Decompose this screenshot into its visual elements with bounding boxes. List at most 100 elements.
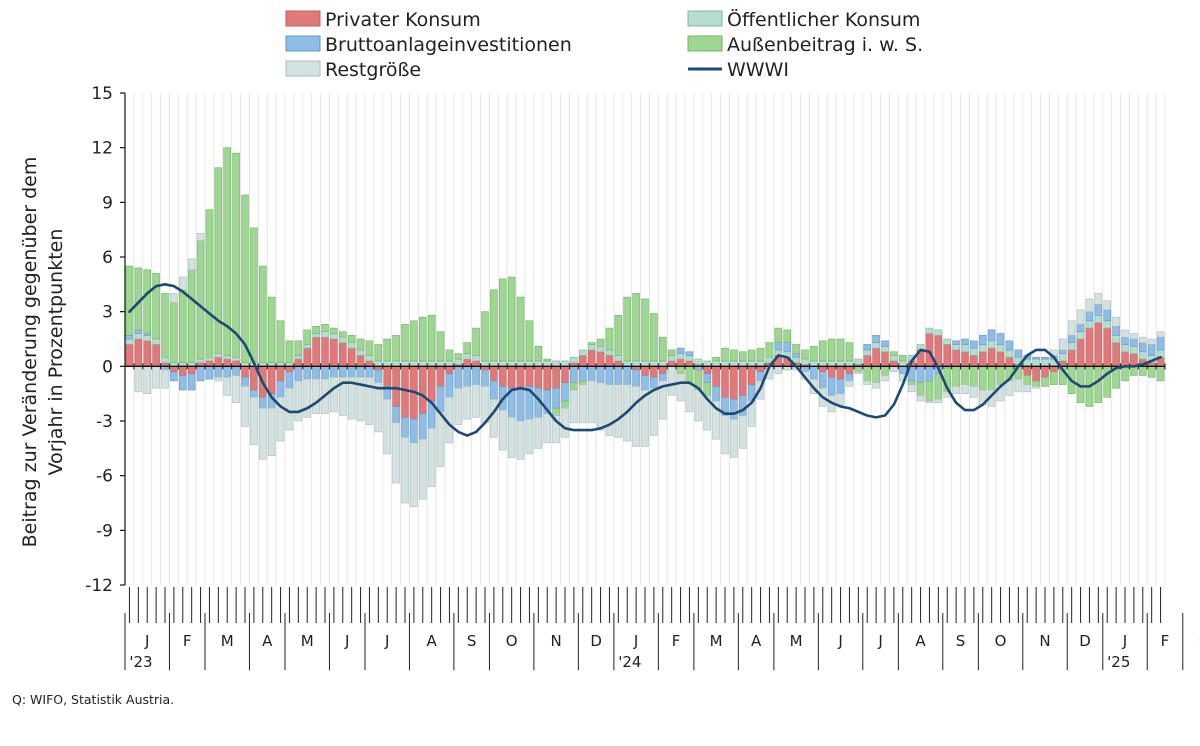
bar-restgroesse-68 — [730, 418, 738, 458]
bar-aussenbeitrag-30 — [392, 335, 400, 362]
vertical-grid — [124, 93, 1166, 585]
bar-aussenbeitrag-15 — [259, 265, 267, 363]
bar-bruttoanlageinvestitionen-8 — [196, 366, 205, 382]
bar-restgroesse-31 — [401, 437, 409, 504]
bar-bruttoanlageinvestitionen-36 — [445, 373, 454, 398]
bar-privater_konsum-25 — [347, 347, 356, 367]
bar-aussenbeitrag-62 — [676, 366, 685, 374]
bar-aussenbeitrag-80 — [836, 338, 845, 362]
bar-aussenbeitrag-33 — [419, 316, 427, 362]
bar-aussenbeitrag-55 — [614, 315, 623, 356]
bar-privater_konsum-65 — [703, 366, 711, 374]
bar-aussenbeitrag-0 — [125, 265, 134, 336]
bar-restgroesse-37 — [454, 387, 463, 425]
y-tick-label: 6 — [102, 248, 113, 268]
bar-aussenbeitrag-8 — [196, 240, 205, 360]
bar-privater_konsum-39 — [472, 360, 480, 367]
bar-aussenbeitrag-22 — [321, 324, 329, 333]
bar-bruttoanlageinvestitionen-26 — [356, 366, 365, 378]
bar-oeffentlicher_konsum-39 — [472, 355, 480, 362]
bar-oeffentlicher_konsum-91 — [934, 329, 943, 336]
bar-bruttoanlageinvestitionen-98 — [996, 333, 1005, 345]
month-label: J — [633, 632, 638, 650]
bar-bruttoanlageinvestitionen-1 — [134, 329, 143, 334]
bar-privater_konsum-53 — [596, 351, 605, 367]
bar-aussenbeitrag-69 — [739, 351, 747, 362]
bar-restgroesse-21 — [312, 378, 320, 415]
bar-restgroesse-95 — [970, 386, 978, 398]
bar-oeffentlicher_konsum-47 — [543, 360, 551, 367]
bar-oeffentlicher_konsum-36 — [445, 360, 454, 367]
bar-aussenbeitrag-72 — [765, 342, 774, 358]
bar-privater_konsum-70 — [747, 366, 756, 385]
legend-label-bruttoanlageinvestitionen: Bruttoanlageinvestitionen — [325, 34, 572, 56]
bar-bruttoanlageinvestitionen-62 — [676, 347, 685, 354]
bar-bruttoanlageinvestitionen-44 — [516, 387, 525, 422]
bar-restgroesse-110 — [1103, 300, 1111, 311]
bar-aussenbeitrag-93 — [952, 366, 960, 387]
bar-restgroesse-100 — [1014, 378, 1023, 393]
bar-privater_konsum-35 — [436, 366, 445, 387]
bar-aussenbeitrag-116 — [1156, 366, 1165, 382]
bar-bruttoanlageinvestitionen-32 — [410, 418, 418, 444]
bar-oeffentlicher_konsum-93 — [952, 344, 960, 351]
bar-privater_konsum-83 — [863, 355, 871, 367]
bar-privater_konsum-6 — [179, 366, 187, 376]
y-axis-title-line1: Beitrag zur Veränderung gegenüber dem — [19, 157, 41, 548]
bar-privater_konsum-19 — [294, 358, 303, 367]
bar-privater_konsum-3 — [152, 344, 160, 367]
bar-aussenbeitrag-70 — [747, 349, 756, 362]
bar-privater_konsum-103 — [1041, 366, 1049, 378]
bar-privater_konsum-47 — [543, 366, 551, 391]
bar-oeffentlicher_konsum-10 — [214, 353, 223, 358]
bar-privater_konsum-113 — [1130, 353, 1138, 367]
bar-privater_konsum-38 — [463, 358, 471, 367]
bar-oeffentlicher_konsum-53 — [596, 345, 605, 353]
bar-bruttoanlageinvestitionen-58 — [641, 375, 649, 391]
bar-bruttoanlageinvestitionen-110 — [1103, 309, 1111, 322]
legend-swatch-bruttoanlageinvestitionen — [285, 35, 321, 52]
legend-swatch-privater-konsum — [285, 10, 321, 27]
bar-privater_konsum-30 — [392, 366, 400, 407]
bar-oeffentlicher_konsum-80 — [836, 360, 845, 367]
bar-bruttoanlageinvestitionen-52 — [587, 366, 596, 382]
bar-aussenbeitrag-63 — [685, 366, 694, 384]
bar-oeffentlicher_konsum-70 — [747, 360, 756, 367]
bar-aussenbeitrag-49 — [561, 400, 569, 409]
bar-privater_konsum-102 — [1032, 366, 1040, 382]
bar-restgroesse-19 — [294, 380, 303, 422]
bar-privater_konsum-112 — [1121, 351, 1129, 367]
y-tick-label: 9 — [102, 193, 113, 213]
bar-aussenbeitrag-82 — [854, 366, 863, 373]
bar-aussenbeitrag-6 — [179, 289, 187, 363]
bar-bruttoanlageinvestitionen-81 — [845, 373, 854, 382]
bar-bruttoanlageinvestitionen-66 — [712, 386, 720, 402]
bar-restgroesse-85 — [881, 375, 889, 382]
bar-aussenbeitrag-98 — [996, 366, 1005, 385]
bar-oeffentlicher_konsum-25 — [347, 342, 356, 349]
bar-privater_konsum-54 — [605, 355, 614, 367]
bar-oeffentlicher_konsum-109 — [1094, 315, 1103, 323]
bar-restgroesse-84 — [872, 382, 880, 389]
bar-privater_konsum-58 — [641, 366, 649, 376]
legend-label-privater-konsum: Privater Konsum — [325, 9, 481, 31]
bar-restgroesse-28 — [374, 382, 383, 433]
bar-restgroesse-10 — [214, 376, 223, 382]
y-axis-title-line2: Vorjahr in Prozentpunkten — [45, 229, 67, 476]
bar-aussenbeitrag-51 — [579, 380, 587, 385]
bar-privater_konsum-24 — [339, 342, 347, 367]
bar-oeffentlicher_konsum-110 — [1103, 320, 1111, 329]
bar-bruttoanlageinvestitionen-97 — [987, 329, 996, 342]
bar-bruttoanlageinvestitionen-100 — [1014, 349, 1023, 358]
bar-privater_konsum-41 — [490, 366, 498, 382]
bar-aussenbeitrag-53 — [596, 338, 605, 347]
bar-privater_konsum-44 — [516, 366, 525, 389]
bar-aussenbeitrag-67 — [721, 347, 729, 362]
bar-privater_konsum-85 — [881, 351, 889, 367]
bar-oeffentlicher_konsum-38 — [463, 353, 471, 360]
bar-restgroesse-114 — [1139, 336, 1147, 343]
bar-privater_konsum-107 — [1076, 338, 1085, 367]
bar-bruttoanlageinvestitionen-108 — [1085, 311, 1094, 322]
bar-restgroesse-63 — [685, 382, 694, 413]
month-label: F — [1161, 632, 1170, 650]
